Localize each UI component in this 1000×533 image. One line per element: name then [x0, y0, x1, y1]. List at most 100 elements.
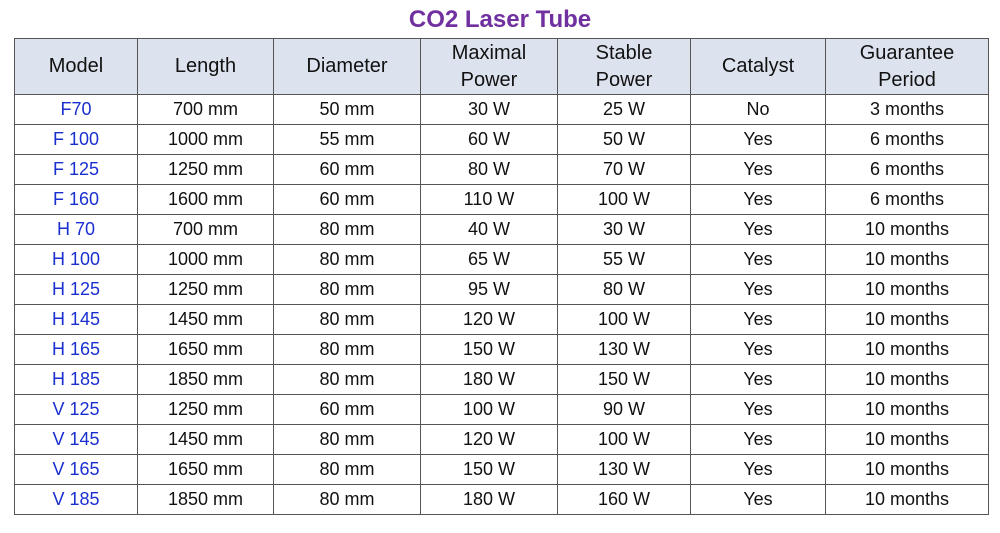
table-cell: 10 months — [825, 364, 989, 395]
spec-table: Model Length Diameter Maximal Power Stable P… — [14, 38, 989, 515]
table-cell: 180 W — [420, 484, 558, 515]
table-row: H 125 1250 mm 80 mm 95 W 80 W Yes 10 months — [14, 274, 989, 305]
table-row: F 160 1600 mm 60 mm 110 W 100 W Yes 6 months — [14, 184, 989, 215]
table-cell: 80 mm — [273, 424, 421, 455]
table-row: H 165 1650 mm 80 mm 150 W 130 W Yes 10 months — [14, 334, 989, 365]
table-cell: 1850 mm — [137, 484, 274, 515]
table-cell: Yes — [690, 214, 826, 245]
table-row: F70 700 mm 50 mm 30 W 25 W No 3 months — [14, 94, 989, 125]
header-cell: Maximal Power — [420, 38, 558, 95]
table-cell: 25 W — [557, 94, 691, 125]
table-cell: 80 mm — [273, 304, 421, 335]
table-cell: 100 W — [557, 424, 691, 455]
header-text: Diameter — [306, 55, 388, 77]
table-cell: Yes — [690, 274, 826, 305]
table-cell: 1000 mm — [137, 124, 274, 155]
table-cell: 1850 mm — [137, 364, 274, 395]
model-cell: H 165 — [14, 334, 138, 365]
table-row: F 100 1000 mm 55 mm 60 W 50 W Yes 6 months — [14, 124, 989, 155]
model-cell: F 100 — [14, 124, 138, 155]
table-cell: 1650 mm — [137, 454, 274, 485]
table-cell: Yes — [690, 244, 826, 275]
table-cell: 120 W — [420, 424, 558, 455]
header-cell: Length — [137, 38, 274, 95]
table-cell: 1000 mm — [137, 244, 274, 275]
table-cell: 1600 mm — [137, 184, 274, 215]
table-cell: 10 months — [825, 274, 989, 305]
header-cell: Model — [14, 38, 138, 95]
table-cell: 6 months — [825, 154, 989, 185]
table-cell: 120 W — [420, 304, 558, 335]
table-cell: 1650 mm — [137, 334, 274, 365]
table-row: H 100 1000 mm 80 mm 65 W 55 W Yes 10 months — [14, 244, 989, 275]
model-cell: F 160 — [14, 184, 138, 215]
header-text: Length — [174, 55, 237, 77]
table-cell: Yes — [690, 334, 826, 365]
model-cell: V 165 — [14, 454, 138, 485]
table-cell: 10 months — [825, 484, 989, 515]
table-cell: Yes — [690, 154, 826, 185]
table-cell: 150 W — [420, 334, 558, 365]
header-text: Guarantee Period — [859, 41, 955, 91]
table-row: F 125 1250 mm 60 mm 80 W 70 W Yes 6 months — [14, 154, 989, 185]
table-cell: 10 months — [825, 304, 989, 335]
table-cell: 6 months — [825, 184, 989, 215]
table-cell: Yes — [690, 304, 826, 335]
model-cell: V 185 — [14, 484, 138, 515]
table-cell: Yes — [690, 364, 826, 395]
table-cell: 50 W — [557, 124, 691, 155]
table-cell: 1450 mm — [137, 304, 274, 335]
table-cell: 150 W — [557, 364, 691, 395]
table-cell: Yes — [690, 184, 826, 215]
table-cell: 80 mm — [273, 454, 421, 485]
table-row: V 125 1250 mm 60 mm 100 W 90 W Yes 10 months — [14, 394, 989, 425]
table-cell: 130 W — [557, 334, 691, 365]
table-row: V 165 1650 mm 80 mm 150 W 130 W Yes 10 months — [14, 454, 989, 485]
model-cell: F70 — [14, 94, 138, 125]
table-cell: 10 months — [825, 394, 989, 425]
table-row: H 185 1850 mm 80 mm 180 W 150 W Yes 10 months — [14, 364, 989, 395]
table-cell: 100 W — [557, 304, 691, 335]
header-row: Model Length Diameter Maximal Power Stable P… — [14, 38, 989, 95]
table-cell: Yes — [690, 394, 826, 425]
header-text: Maximal Power — [451, 41, 527, 91]
table-cell: 60 mm — [273, 394, 421, 425]
table-row: H 70 700 mm 80 mm 40 W 30 W Yes 10 months — [14, 214, 989, 245]
table-cell: 55 mm — [273, 124, 421, 155]
table-row: V 185 1850 mm 80 mm 180 W 160 W Yes 10 months — [14, 484, 989, 515]
table-cell: 1250 mm — [137, 274, 274, 305]
table-cell: 80 W — [557, 274, 691, 305]
table-cell: 80 mm — [273, 334, 421, 365]
table-row: H 145 1450 mm 80 mm 120 W 100 W Yes 10 months — [14, 304, 989, 335]
model-cell: H 125 — [14, 274, 138, 305]
table-cell: 50 mm — [273, 94, 421, 125]
table-cell: Yes — [690, 454, 826, 485]
header-cell: Catalyst — [690, 38, 826, 95]
table-body: F70 700 mm 50 mm 30 W 25 W No 3 months F 100 100… — [14, 94, 989, 515]
model-cell: V 125 — [14, 394, 138, 425]
table-row: V 145 1450 mm 80 mm 120 W 100 W Yes 10 months — [14, 424, 989, 455]
table-cell: 180 W — [420, 364, 558, 395]
table-cell: 100 W — [557, 184, 691, 215]
model-cell: F 125 — [14, 154, 138, 185]
table-cell: 700 mm — [137, 94, 274, 125]
header-text: Catalyst — [721, 55, 795, 77]
title: CO2 Laser Tube — [408, 6, 592, 33]
table-cell: 80 mm — [273, 244, 421, 275]
table-cell: 65 W — [420, 244, 558, 275]
table-cell: 60 W — [420, 124, 558, 155]
model-cell: H 70 — [14, 214, 138, 245]
table-cell: 80 mm — [273, 274, 421, 305]
table-cell: 60 mm — [273, 154, 421, 185]
table-cell: 150 W — [420, 454, 558, 485]
table-cell: 3 months — [825, 94, 989, 125]
table-cell: 10 months — [825, 214, 989, 245]
table-cell: 1250 mm — [137, 154, 274, 185]
table-cell: 55 W — [557, 244, 691, 275]
table-cell: 700 mm — [137, 214, 274, 245]
table-cell: 40 W — [420, 214, 558, 245]
table-cell: 10 months — [825, 244, 989, 275]
table-cell: 30 W — [557, 214, 691, 245]
header-cell: Stable Power — [557, 38, 691, 95]
